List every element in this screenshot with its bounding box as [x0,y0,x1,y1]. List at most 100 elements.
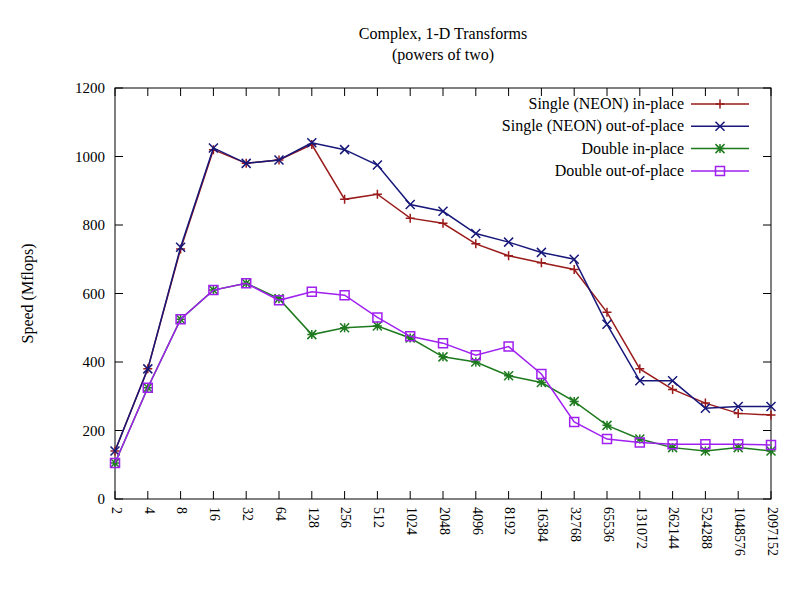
x-tick-label: 256 [338,507,353,528]
legend-label: Single (NEON) out-of-place [502,117,684,135]
legend-label: Double out-of-place [555,162,684,180]
y-tick-label: 600 [83,286,106,302]
marker [635,364,644,373]
marker [716,122,725,131]
x-tick [279,491,280,499]
x-tick [541,491,542,499]
legend-label: Double in-place [581,140,684,158]
x-tick-label: 131072 [634,507,649,549]
x-tick [738,491,739,499]
marker [373,190,382,199]
x-tick-label: 524288 [699,507,714,549]
x-tick-label: 512 [371,507,386,528]
marker [668,440,677,449]
marker [570,417,579,426]
x-tick-label: 2 [109,507,124,514]
x-tick-label: 2048 [437,507,452,535]
x-tick-mirror [147,88,148,96]
marker [504,371,513,380]
x-tick-label: 16 [207,507,222,521]
y-tick-mirror [763,156,771,157]
x-tick-mirror [344,88,345,96]
x-tick-mirror [475,88,476,96]
y-tick [115,225,123,226]
x-tick-label: 8192 [502,507,517,535]
marker [439,207,448,216]
marker [471,239,480,248]
marker [603,421,612,430]
marker [767,440,776,449]
y-tick-mirror [763,225,771,226]
marker [716,100,725,109]
marker [340,291,349,300]
marker [373,161,382,170]
background [0,0,800,600]
x-tick-mirror [705,88,706,96]
marker [406,200,415,209]
marker [603,320,612,329]
x-tick-label: 64 [273,507,288,521]
marker [716,166,725,175]
legend-label: Single (NEON) in-place [528,95,684,113]
x-tick [672,491,673,499]
chart: Complex, 1-D Transforms(powers of two)Sp… [0,0,800,600]
x-tick [410,491,411,499]
marker [340,145,349,154]
marker [209,143,218,152]
marker [176,315,185,324]
y-tick-label: 1200 [75,80,105,96]
y-tick [115,293,123,294]
series-line [115,283,771,463]
x-tick [377,491,378,499]
y-tick [115,156,123,157]
marker [340,195,349,204]
marker [307,330,316,339]
marker [504,342,513,351]
plot-area [111,138,776,467]
marker [143,364,152,373]
x-tick [246,491,247,499]
x-tick-mirror [279,88,280,96]
x-tick [213,491,214,499]
y-tick-label: 0 [98,491,106,507]
x-tick-label: 262144 [666,507,681,549]
marker [471,229,480,238]
marker [275,296,284,305]
x-tick [311,491,312,499]
marker [668,385,677,394]
marker [734,402,743,411]
y-tick-mirror [763,430,771,431]
y-tick [115,362,123,363]
marker [471,351,480,360]
marker [635,376,644,385]
x-tick [705,491,706,499]
marker [143,383,152,392]
marker [373,313,382,322]
marker [767,411,776,420]
marker [209,286,218,295]
y-tick-label: 800 [83,217,106,233]
x-tick [344,491,345,499]
y-tick-mirror [763,293,771,294]
x-tick-label: 4096 [470,507,485,535]
x-tick [607,491,608,499]
marker [504,238,513,247]
series-line [115,283,771,463]
x-tick [475,491,476,499]
x-tick-label: 2097152 [765,507,780,556]
x-tick-label: 32768 [568,507,583,542]
x-tick-label: 16384 [535,507,550,542]
x-tick-label: 1024 [404,507,419,535]
series-line [115,145,771,452]
x-tick-mirror [180,88,181,96]
marker [537,248,546,257]
marker [406,214,415,223]
marker [603,435,612,444]
marker [242,159,251,168]
x-tick-label: 1048576 [732,507,747,556]
marker [439,339,448,348]
plot-frame [115,88,771,499]
marker [734,440,743,449]
x-tick [639,491,640,499]
marker [716,144,725,153]
